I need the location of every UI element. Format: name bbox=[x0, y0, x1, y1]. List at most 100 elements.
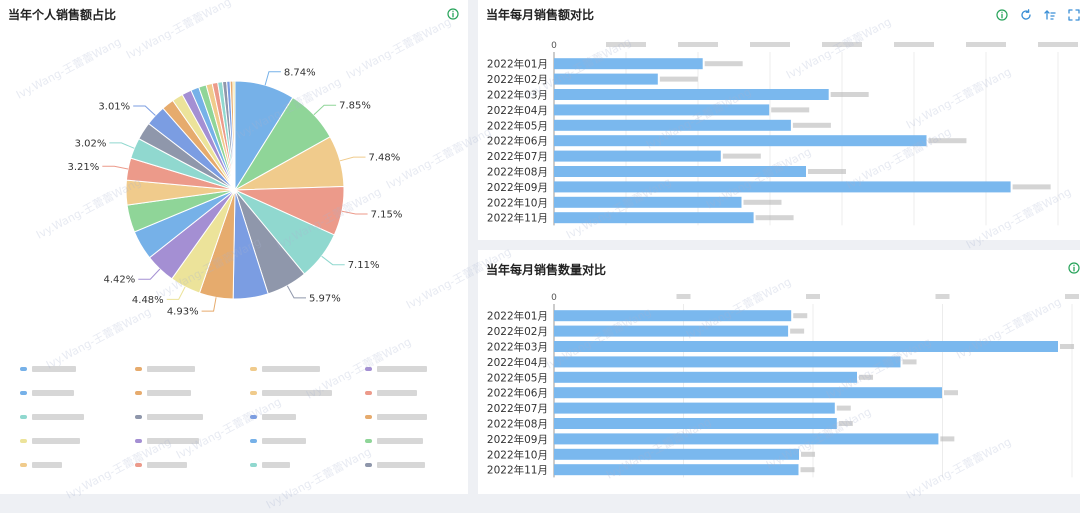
monthly-sales-quantity-panel: 当年每月销售数量对比 0 2022年01月 2022年02月 2022年03月 2022… bbox=[478, 250, 1080, 494]
legend-marker bbox=[20, 415, 27, 419]
bar-value-label-redacted bbox=[801, 451, 816, 457]
x-tick-label-redacted bbox=[822, 42, 862, 47]
legend-label-redacted bbox=[32, 390, 74, 396]
sort-icon[interactable] bbox=[1044, 9, 1056, 21]
bar-value-label-redacted bbox=[800, 467, 815, 473]
legend-item[interactable] bbox=[250, 364, 320, 374]
y-category-label: 2022年03月 bbox=[487, 341, 548, 354]
bar[interactable] bbox=[554, 341, 1058, 352]
bar-value-label-redacted bbox=[771, 107, 810, 113]
bar[interactable] bbox=[554, 104, 770, 116]
bar[interactable] bbox=[554, 89, 829, 100]
legend-item[interactable] bbox=[20, 412, 84, 422]
legend-item[interactable] bbox=[135, 364, 195, 374]
pie-slice[interactable] bbox=[232, 80, 236, 191]
y-category-label: 2022年04月 bbox=[487, 104, 548, 117]
pie-label-line bbox=[166, 286, 186, 300]
legend-label-redacted bbox=[377, 390, 417, 396]
legend-item[interactable] bbox=[365, 412, 427, 422]
bar[interactable] bbox=[554, 371, 857, 383]
bar[interactable] bbox=[554, 73, 658, 85]
x-tick-label-redacted bbox=[678, 42, 718, 47]
bar[interactable] bbox=[554, 58, 703, 70]
bar-value-label-redacted bbox=[830, 92, 869, 97]
bar-value-label-redacted bbox=[808, 169, 846, 174]
legend-marker bbox=[250, 415, 257, 419]
bar-value-label-redacted bbox=[722, 153, 761, 159]
bar[interactable] bbox=[554, 119, 791, 131]
bar-value-label-redacted bbox=[790, 328, 805, 334]
bar-value-label-redacted bbox=[755, 215, 794, 221]
legend-label-redacted bbox=[262, 390, 332, 396]
bar[interactable] bbox=[554, 212, 754, 224]
legend-item[interactable] bbox=[365, 460, 425, 470]
legend-label-redacted bbox=[377, 438, 423, 444]
bar[interactable] bbox=[554, 196, 742, 208]
legend-item[interactable] bbox=[365, 364, 427, 374]
legend-item[interactable] bbox=[20, 436, 80, 446]
bar[interactable] bbox=[554, 166, 806, 177]
legend-item[interactable] bbox=[365, 388, 417, 398]
legend-item[interactable] bbox=[250, 436, 306, 446]
legend-item[interactable] bbox=[20, 460, 62, 470]
legend-label-redacted bbox=[262, 438, 306, 444]
legend-marker bbox=[135, 415, 142, 419]
x-tick-label-redacted bbox=[606, 42, 646, 47]
legend-marker bbox=[365, 367, 372, 371]
pie-slice-label: 5.97% bbox=[309, 293, 341, 304]
y-category-label: 2022年10月 bbox=[487, 448, 548, 461]
bar[interactable] bbox=[554, 181, 1011, 193]
legend-item[interactable] bbox=[250, 460, 290, 470]
pie-label-line bbox=[339, 156, 366, 162]
legend-marker bbox=[135, 463, 142, 467]
bar[interactable] bbox=[554, 325, 789, 337]
fullscreen-icon[interactable] bbox=[1068, 9, 1080, 21]
legend-item[interactable] bbox=[20, 364, 76, 374]
bar[interactable] bbox=[554, 135, 927, 147]
bar[interactable] bbox=[554, 150, 721, 162]
bar[interactable] bbox=[554, 402, 835, 414]
x-tick-label-redacted bbox=[894, 42, 934, 47]
legend-marker bbox=[20, 463, 27, 467]
legend-item[interactable] bbox=[135, 412, 203, 422]
legend-item[interactable] bbox=[250, 412, 296, 422]
legend-item[interactable] bbox=[365, 436, 423, 446]
bar[interactable] bbox=[554, 433, 939, 445]
legend-label-redacted bbox=[377, 414, 427, 420]
personal-sales-share-panel: 当年个人销售额占比 8.74% 7.85% 7.48% 7.15% 7.11% 5.97%… bbox=[0, 0, 468, 494]
pie-label-line bbox=[133, 105, 156, 116]
pie-label-line bbox=[102, 165, 129, 170]
legend-label-redacted bbox=[32, 462, 62, 468]
pie-label-line bbox=[321, 255, 345, 266]
legend-item[interactable] bbox=[135, 436, 199, 446]
bar[interactable] bbox=[554, 464, 799, 476]
legend-label-redacted bbox=[262, 366, 320, 372]
bar-value-label-redacted bbox=[943, 390, 958, 396]
refresh-icon[interactable] bbox=[1020, 9, 1032, 21]
bar[interactable] bbox=[554, 448, 799, 460]
pie-label-line bbox=[264, 71, 281, 86]
bar[interactable] bbox=[554, 387, 942, 399]
legend-item[interactable] bbox=[250, 388, 332, 398]
bar[interactable] bbox=[554, 418, 837, 429]
bar[interactable] bbox=[554, 310, 792, 322]
legend-item[interactable] bbox=[135, 388, 191, 398]
legend-label-redacted bbox=[147, 462, 187, 468]
bar-value-label-redacted bbox=[838, 421, 853, 426]
y-category-label: 2022年02月 bbox=[487, 325, 548, 338]
x-tick-label: 0 bbox=[551, 41, 557, 51]
x-tick-label-redacted bbox=[676, 294, 691, 299]
legend-item[interactable] bbox=[20, 388, 74, 398]
pie-chart: 8.74% 7.85% 7.48% 7.15% 7.11% 5.97% 4.93%4.48%… bbox=[68, 67, 403, 317]
x-tick-label-redacted bbox=[806, 294, 820, 299]
pie-slice-label: 4.48% bbox=[132, 295, 164, 306]
legend-label-redacted bbox=[147, 414, 203, 420]
pie-label-line bbox=[201, 297, 217, 312]
bar[interactable] bbox=[554, 356, 901, 368]
monthly-sales-amount-panel: 当年每月销售额对比 0 2022年01月 2022年02月 2022年03月 2022年… bbox=[478, 0, 1080, 240]
pie-slice-label: 7.15% bbox=[371, 210, 403, 221]
info-icon[interactable] bbox=[447, 8, 459, 20]
legend-item[interactable] bbox=[135, 460, 187, 470]
info-icon[interactable] bbox=[1068, 262, 1080, 274]
info-icon[interactable] bbox=[996, 9, 1008, 21]
